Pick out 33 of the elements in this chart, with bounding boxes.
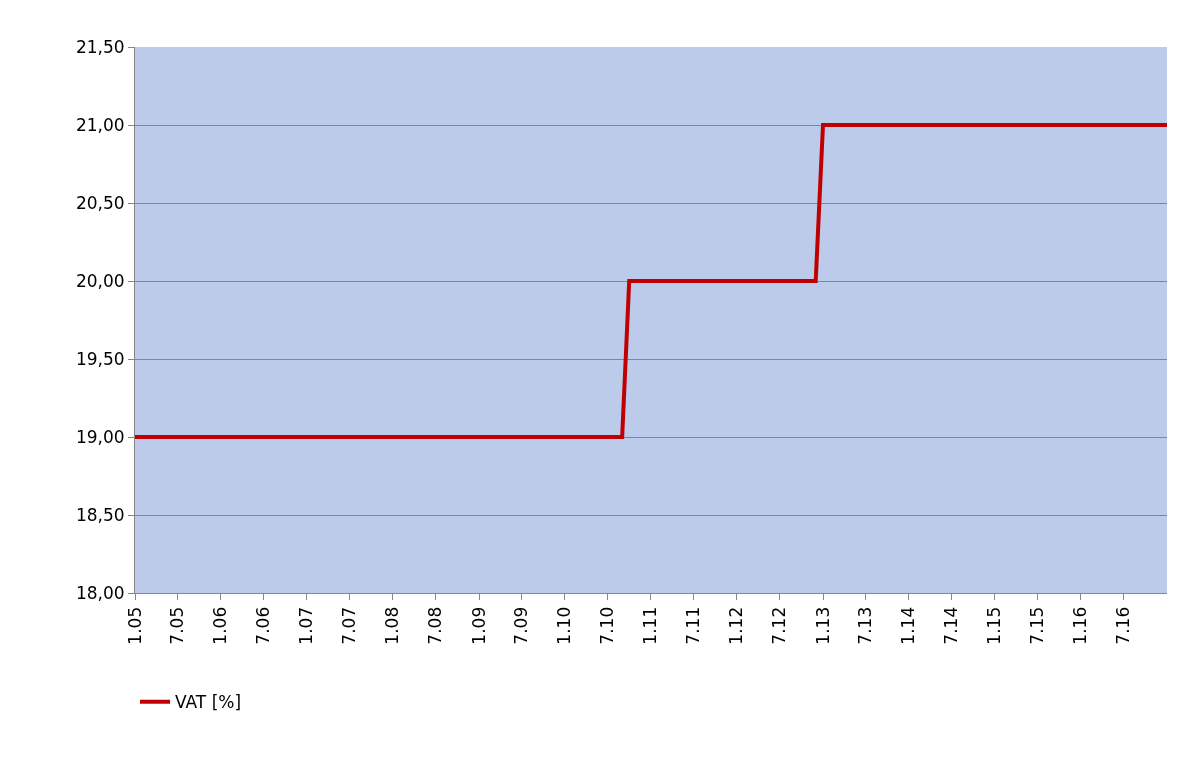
y-tick-label: 19,50 (75, 348, 125, 369)
x-tick-label: 1.15 (984, 606, 1005, 645)
x-tick-label: 1.06 (210, 606, 231, 645)
y-tick-label: 21,50 (75, 36, 125, 57)
y-tick-label: 20,00 (75, 270, 125, 291)
x-tick-label: 1.09 (468, 606, 489, 645)
y-tick-label: 19,00 (75, 426, 125, 447)
x-tick-label: 7.15 (1027, 606, 1048, 645)
x-tick-label: 1.08 (382, 606, 403, 645)
x-tick-label: 1.05 (124, 606, 145, 645)
y-tick-label: 18,50 (75, 504, 125, 525)
x-tick-label: 1.13 (812, 606, 833, 645)
x-tick-label: 7.16 (1113, 606, 1134, 645)
x-tick-label: 7.09 (511, 606, 532, 645)
x-tick-label: 7.13 (855, 606, 876, 645)
y-tick-label: 21,00 (75, 114, 125, 135)
x-tick-label: 7.07 (339, 606, 360, 645)
x-tick-label: 7.12 (769, 606, 790, 645)
x-tick-label: 1.07 (296, 606, 317, 645)
x-tick-label: 7.14 (941, 606, 962, 645)
legend-label: VAT [%] (175, 692, 242, 713)
x-tick-label: 1.10 (554, 606, 575, 645)
x-tick-label: 1.16 (1070, 606, 1091, 645)
x-tick-label: 7.06 (253, 606, 274, 645)
x-tick-label: 7.11 (683, 606, 704, 645)
x-tick-label: 1.12 (726, 606, 747, 645)
x-tick-label: 1.14 (898, 606, 919, 645)
y-tick-label: 20,50 (75, 192, 125, 213)
x-tick-label: 7.05 (167, 606, 188, 645)
x-tick-label: 7.08 (425, 606, 446, 645)
x-tick-label: 7.10 (597, 606, 618, 645)
x-tick-label: 1.11 (640, 606, 661, 645)
y-tick-label: 18,00 (75, 582, 125, 603)
